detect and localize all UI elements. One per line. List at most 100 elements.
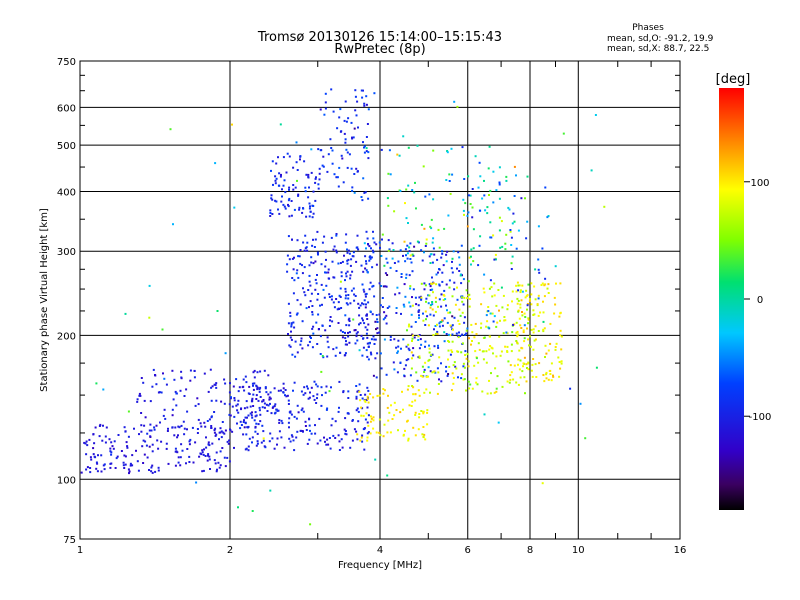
data-point [278, 421, 281, 424]
data-point [363, 427, 366, 430]
data-point [428, 193, 431, 196]
data-point [333, 245, 336, 248]
data-point [510, 268, 513, 270]
data-point [357, 420, 360, 423]
data-point [502, 294, 505, 297]
data-point [362, 141, 364, 144]
data-point [299, 262, 302, 265]
data-point [496, 375, 499, 378]
data-point [320, 283, 323, 286]
data-point [499, 354, 502, 357]
data-point [463, 378, 466, 381]
data-point [304, 190, 307, 193]
data-point [465, 357, 468, 360]
data-point [474, 155, 477, 158]
data-point [365, 147, 368, 150]
data-point [519, 289, 522, 292]
data-point [311, 305, 314, 307]
data-point [129, 462, 132, 465]
data-point [527, 283, 530, 286]
data-point [409, 287, 412, 290]
data-point [356, 438, 359, 441]
data-point [476, 383, 479, 386]
data-point [397, 350, 399, 353]
data-point [393, 401, 396, 404]
data-point [366, 237, 369, 240]
data-point [498, 335, 501, 338]
data-point [282, 203, 285, 206]
data-point [309, 391, 311, 394]
data-point [108, 438, 111, 441]
data-point [545, 352, 548, 355]
data-point [381, 233, 384, 236]
data-point [297, 276, 300, 279]
data-point [451, 333, 454, 336]
data-point [393, 262, 396, 264]
data-point [352, 287, 355, 290]
data-point [471, 340, 473, 342]
data-point [320, 386, 323, 389]
data-point [389, 338, 392, 341]
data-point [544, 283, 547, 286]
data-point [482, 287, 485, 290]
data-point [114, 467, 117, 469]
data-point [348, 341, 351, 344]
data-point [290, 323, 293, 326]
data-point [472, 247, 475, 250]
data-point [290, 214, 293, 217]
data-point [499, 246, 502, 249]
data-point [344, 343, 347, 346]
data-point [451, 324, 454, 327]
data-point [485, 325, 488, 328]
data-point [327, 346, 330, 349]
data-point [420, 374, 423, 377]
data-point [404, 429, 406, 432]
data-point [558, 315, 561, 318]
data-point [505, 331, 508, 334]
data-point [215, 433, 218, 436]
data-point [160, 440, 163, 443]
data-point [83, 441, 86, 444]
data-point [288, 215, 291, 218]
data-point [311, 313, 314, 316]
data-point [367, 414, 370, 417]
data-point [258, 388, 261, 391]
data-point [358, 323, 360, 326]
data-point [454, 303, 457, 306]
data-point [447, 333, 450, 336]
data-point [468, 256, 471, 259]
data-point [127, 468, 130, 471]
data-point [312, 395, 315, 398]
data-point [285, 171, 288, 174]
data-point [367, 108, 370, 111]
data-point [278, 172, 281, 175]
data-point [517, 299, 520, 302]
data-point [412, 426, 415, 429]
data-point [297, 411, 300, 414]
data-point [346, 251, 349, 254]
data-point [463, 321, 466, 324]
data-point [250, 414, 253, 417]
data-point [293, 381, 296, 384]
data-point [210, 415, 213, 418]
data-point [356, 170, 359, 173]
data-point [532, 331, 535, 334]
data-point [319, 439, 322, 442]
data-point [102, 388, 105, 391]
data-point [501, 306, 504, 309]
data-point [372, 396, 375, 399]
data-point [299, 343, 302, 346]
data-point [405, 276, 408, 279]
data-point [457, 350, 460, 353]
data-point [308, 306, 310, 309]
data-point [312, 262, 315, 265]
data-point [463, 296, 466, 299]
data-point [432, 334, 435, 336]
data-point [219, 464, 222, 467]
data-point [420, 296, 423, 299]
data-point [180, 443, 183, 446]
data-point [375, 314, 378, 316]
data-point [451, 351, 454, 353]
data-point [351, 255, 354, 258]
data-point [472, 260, 475, 263]
